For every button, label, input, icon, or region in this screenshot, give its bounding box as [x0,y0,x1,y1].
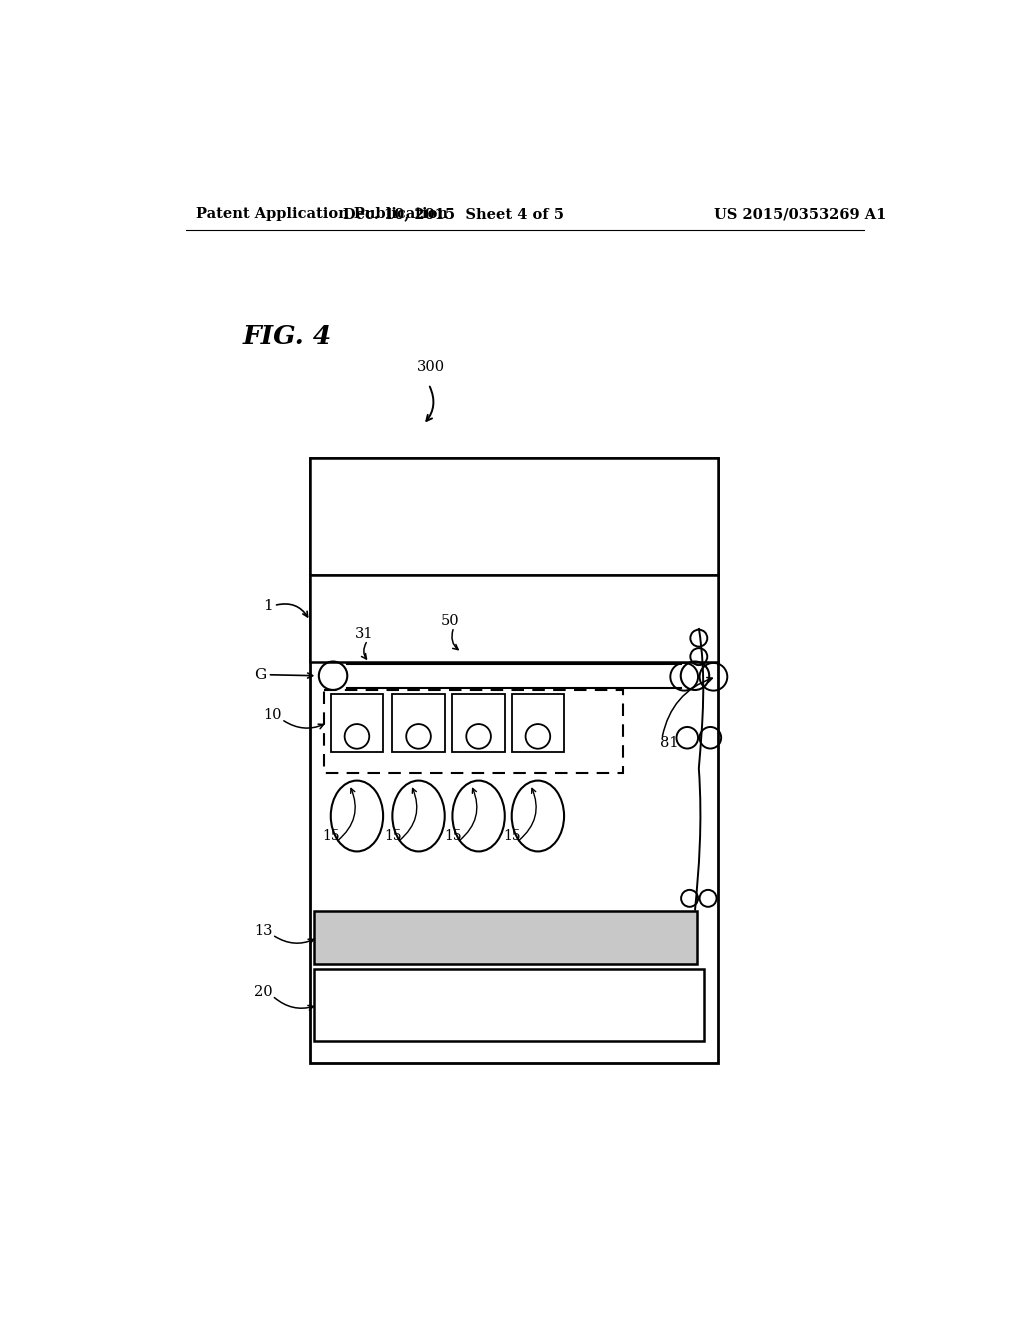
Text: 20: 20 [254,985,272,999]
FancyArrowPatch shape [426,387,433,421]
Text: Dec. 10, 2015  Sheet 4 of 5: Dec. 10, 2015 Sheet 4 of 5 [343,207,564,222]
Text: 15: 15 [504,829,521,843]
Bar [331,694,383,752]
FancyArrowPatch shape [338,788,355,841]
Bar [512,694,564,752]
Text: 15: 15 [323,829,340,843]
Text: FIG. 4: FIG. 4 [243,323,332,348]
Text: 10: 10 [263,709,282,722]
FancyArrowPatch shape [284,721,324,729]
Bar [453,694,505,752]
Text: 300: 300 [417,360,444,374]
Bar [310,458,718,1063]
FancyArrowPatch shape [274,936,313,944]
FancyArrowPatch shape [459,788,477,841]
Text: 15: 15 [444,829,462,843]
Text: 1: 1 [263,598,272,612]
FancyArrowPatch shape [452,630,458,649]
Bar [324,690,623,774]
FancyArrowPatch shape [274,998,313,1010]
Text: 50: 50 [440,614,460,628]
Text: 15: 15 [384,829,402,843]
Bar [313,911,696,965]
FancyArrowPatch shape [399,788,417,841]
Text: 31: 31 [354,627,373,642]
Bar [313,969,705,1040]
FancyArrowPatch shape [276,605,307,616]
Bar [310,458,718,576]
Text: 81: 81 [660,735,679,750]
Text: US 2015/0353269 A1: US 2015/0353269 A1 [715,207,887,222]
FancyArrowPatch shape [518,788,537,841]
Bar [392,694,444,752]
Text: G: G [254,668,266,681]
FancyArrowPatch shape [270,673,312,678]
Bar [310,576,718,661]
Text: 13: 13 [254,924,272,939]
FancyArrowPatch shape [663,677,713,737]
FancyArrowPatch shape [361,643,367,659]
Text: Patent Application Publication: Patent Application Publication [196,207,449,222]
